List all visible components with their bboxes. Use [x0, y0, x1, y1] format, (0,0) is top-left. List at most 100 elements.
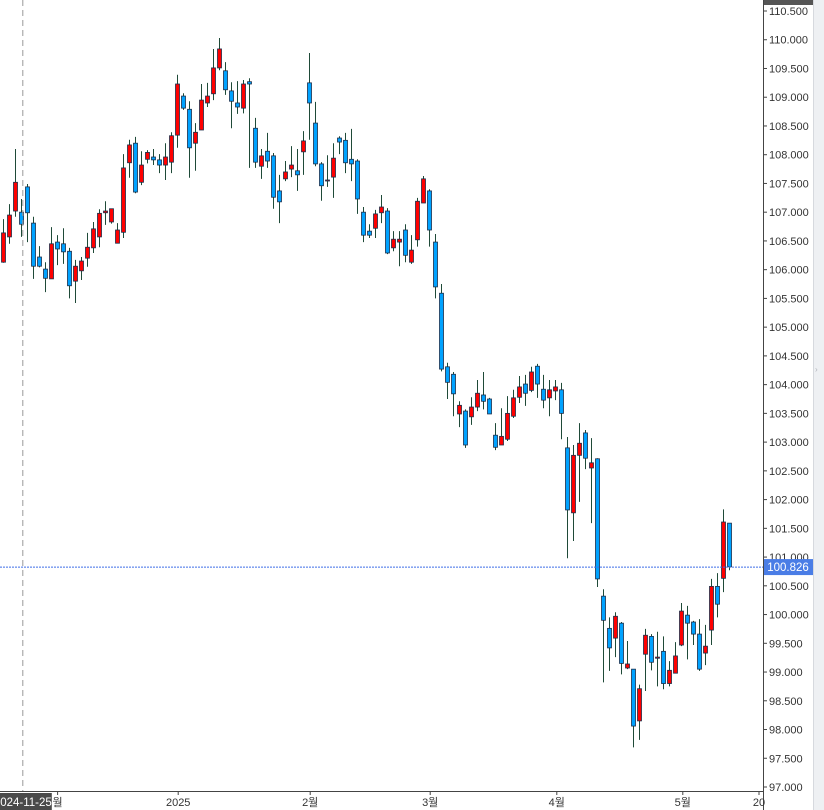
y-tick-label: 105.500	[769, 293, 809, 305]
candle-body-down	[271, 155, 276, 198]
candle-body-up	[469, 406, 474, 418]
candle	[679, 603, 684, 647]
right-scroll-strip[interactable]	[813, 0, 824, 810]
candle	[655, 631, 660, 687]
candle-body-up	[529, 371, 534, 391]
candle	[421, 175, 426, 204]
candle	[229, 82, 234, 129]
candle-body-down	[343, 139, 348, 164]
candle	[631, 668, 636, 748]
candle	[661, 636, 666, 690]
candle-body-down	[19, 211, 24, 225]
candle	[277, 174, 282, 224]
candle	[127, 139, 132, 178]
candle	[217, 38, 222, 71]
candle	[367, 224, 372, 239]
candle-body-up	[673, 655, 678, 674]
candle-body-up	[457, 404, 462, 415]
candle	[487, 397, 492, 415]
candle-body-down	[631, 668, 636, 727]
candle	[253, 117, 258, 168]
candle-body-up	[301, 140, 306, 153]
candle-body-down	[583, 432, 588, 459]
candle-body-down	[481, 394, 486, 402]
candle	[541, 374, 546, 409]
candle	[187, 101, 192, 178]
scroll-grip-icon[interactable]: ›	[815, 365, 818, 374]
candle-body-down	[649, 635, 654, 663]
candle	[415, 197, 420, 247]
candle	[637, 684, 642, 740]
candle	[151, 148, 156, 166]
candle-body-up	[79, 260, 84, 272]
candle-body-up	[421, 178, 426, 204]
y-tick-label: 103.000	[769, 437, 809, 449]
candle	[715, 573, 720, 618]
candle-body-up	[325, 179, 330, 182]
candle-body-down	[31, 222, 36, 267]
candle	[193, 123, 198, 171]
candle-body-down	[427, 190, 432, 231]
candle	[433, 234, 438, 299]
candle-body-down	[523, 383, 528, 394]
candle	[97, 209, 102, 248]
candle-body-up	[145, 152, 150, 160]
candle	[457, 401, 462, 428]
candle-body-down	[565, 447, 570, 511]
candle	[181, 93, 186, 110]
candle-body-down	[433, 241, 438, 288]
y-tick-label: 98.500	[769, 696, 803, 708]
candle-body-up	[73, 265, 78, 282]
candle	[691, 620, 696, 646]
candle-body-up	[85, 246, 90, 259]
y-axis-ticks: 97.000 97.500 98.000 98.500 99.000 99.500 100.…	[763, 6, 809, 794]
candle	[175, 74, 180, 148]
y-tick-label: 98.000	[769, 725, 803, 737]
candle	[445, 362, 450, 399]
candle-body-down	[445, 366, 450, 383]
candle-body-up	[1, 232, 6, 263]
y-tick-label: 109.500	[769, 63, 809, 75]
candle	[259, 148, 264, 179]
candle-body-up	[163, 156, 168, 166]
candle	[103, 201, 108, 225]
candle	[361, 207, 366, 243]
candle-body-up	[475, 392, 480, 408]
candle	[25, 184, 30, 243]
candle-body-down	[661, 650, 666, 684]
y-tick-label: 97.500	[769, 753, 803, 765]
candle-body-up	[205, 95, 210, 104]
y-tick-label: 110.000	[769, 35, 808, 47]
candle	[385, 208, 390, 255]
candle-body-up	[127, 144, 132, 164]
candle	[313, 101, 318, 167]
y-tick-label: 109.000	[769, 92, 809, 104]
candle-body-down	[277, 190, 282, 203]
last-price-label-box	[764, 559, 813, 576]
candle	[553, 380, 558, 401]
y-tick-label: 110.500	[769, 6, 808, 18]
candle	[247, 78, 252, 168]
x-tick-label: 월	[53, 796, 63, 809]
candle	[343, 132, 348, 174]
candle-body-up	[373, 213, 378, 229]
candle	[283, 161, 288, 182]
y-tick-label: 106.000	[769, 265, 809, 277]
candle	[523, 374, 528, 406]
candle-body-down	[337, 137, 342, 143]
candle	[535, 363, 540, 398]
candle-body-down	[253, 127, 258, 163]
candle	[349, 128, 354, 182]
candle	[667, 661, 672, 687]
candle	[325, 155, 330, 187]
candle	[685, 605, 690, 660]
candle	[133, 136, 138, 194]
candle-body-down	[595, 458, 600, 580]
y-tick-label: 105.000	[769, 322, 809, 334]
candle	[295, 148, 300, 191]
candle-body-down	[559, 389, 564, 414]
candle	[31, 216, 36, 279]
candle-body-down	[55, 241, 60, 250]
candle-body-down	[493, 434, 498, 448]
